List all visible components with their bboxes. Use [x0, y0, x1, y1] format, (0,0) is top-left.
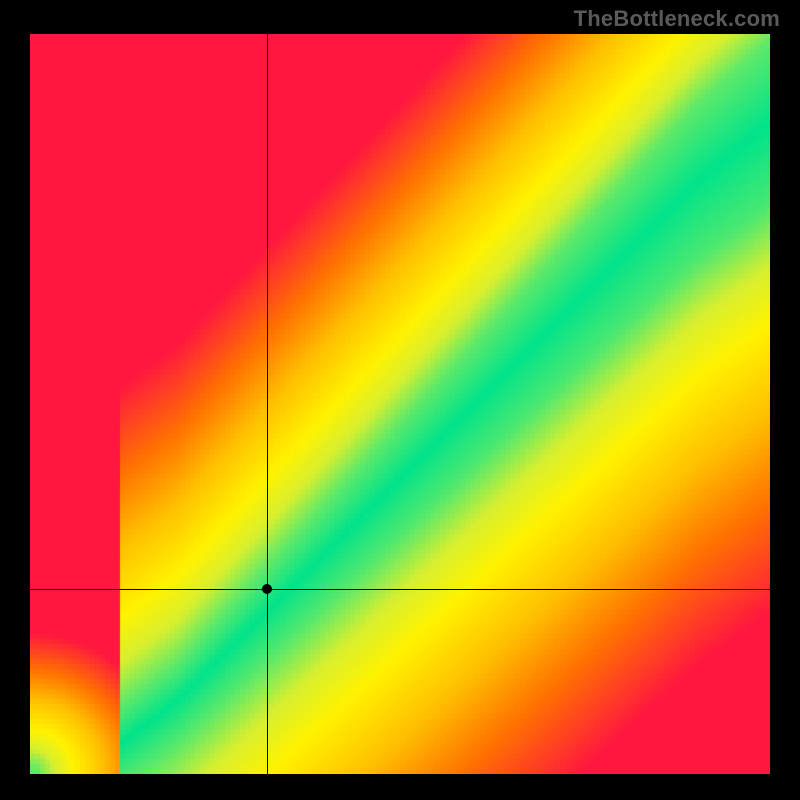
plot-area	[30, 34, 770, 774]
figure-container: TheBottleneck.com	[0, 0, 800, 800]
selection-marker-dot	[262, 584, 272, 594]
crosshair-vertical	[267, 34, 268, 774]
bottleneck-heatmap	[30, 34, 770, 774]
watermark-text: TheBottleneck.com	[574, 6, 780, 32]
crosshair-horizontal	[30, 589, 770, 590]
